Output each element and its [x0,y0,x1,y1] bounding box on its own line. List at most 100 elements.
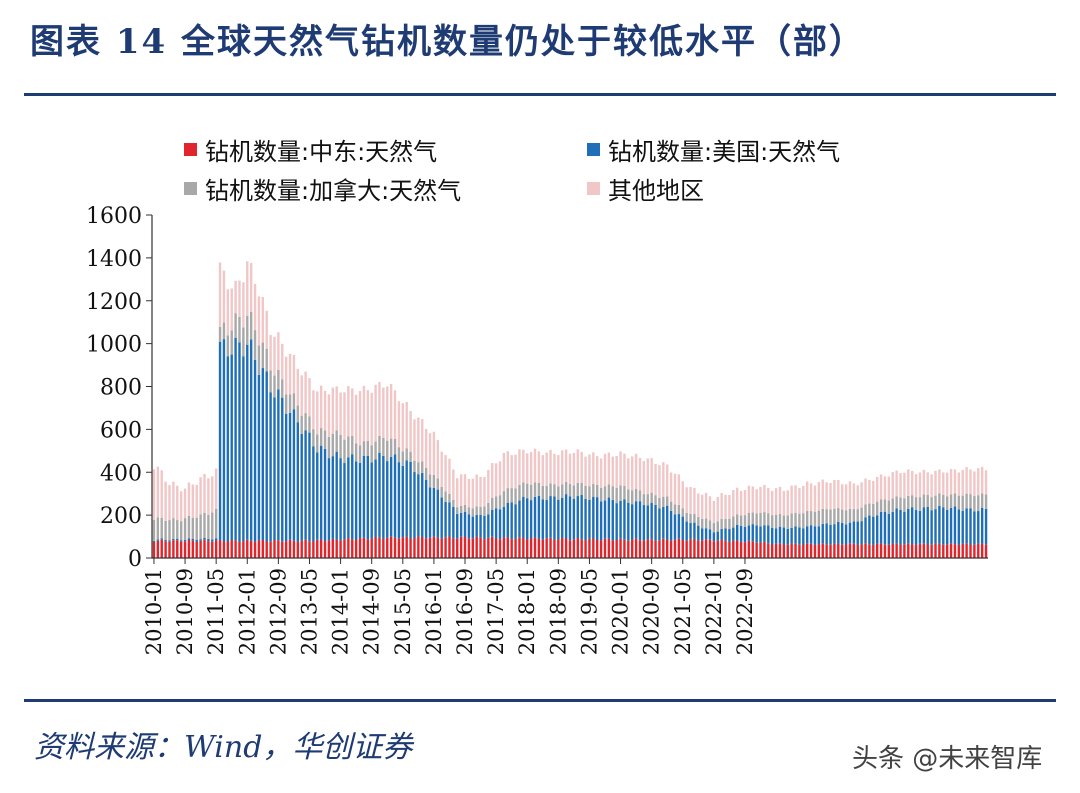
bar-middle_east [277,540,280,558]
bar-canada [755,513,758,526]
bar-usa [506,502,509,538]
bar-other [467,478,471,508]
bar-usa [424,479,428,539]
bar-canada [203,512,206,538]
bar-canada [471,508,474,517]
bar-middle_east [895,543,898,558]
bar-middle_east [965,543,968,558]
bar-canada [242,327,245,357]
bar-canada [238,316,241,343]
bar-canada [918,497,922,511]
bar-middle_east [152,541,156,558]
bar-usa [343,463,346,540]
x-tick-label: 2021-05 [671,568,695,655]
bar-usa [557,499,560,540]
bar-usa [529,500,533,539]
bar-other [957,472,961,496]
bar-canada [343,439,346,464]
legend-swatch-middle-east [184,143,197,156]
bar-middle_east [576,538,579,558]
bar-middle_east [922,543,926,558]
bar-canada [222,322,226,340]
bar-canada [763,512,766,526]
bar-other [817,482,821,511]
bar-usa [833,524,836,544]
bar-canada [207,514,210,539]
bar-middle_east [168,541,171,558]
bar-usa [487,514,490,538]
bar-middle_east [246,539,249,558]
bar-other [428,433,432,475]
bar-usa [735,524,739,541]
bar-middle_east [856,544,859,558]
bar-other [875,476,879,502]
bar-middle_east [417,536,420,558]
bar-usa [918,510,922,544]
bar-usa [689,522,692,540]
bar-usa [837,521,840,544]
legend-label-canada: 钻机数量:加拿大:天然气 [205,177,462,205]
bar-canada [957,495,961,510]
bar-canada [774,514,778,529]
bar-canada [152,519,156,541]
bar-usa [914,509,918,545]
bar-usa [269,392,272,542]
bar-canada [662,496,665,507]
bar-other [354,394,358,444]
bar-usa [712,532,716,542]
bar-usa [774,528,778,544]
bar-usa [448,502,451,537]
bar-canada [281,379,284,398]
bar-middle_east [813,544,817,558]
bar-canada [339,434,342,459]
bar-other [498,461,502,496]
legend-label-usa: 钻机数量:美国:天然气 [608,138,841,166]
bar-usa [459,512,463,537]
bar-usa [323,448,327,542]
bar-usa [580,494,583,540]
bar-other [673,473,677,505]
bar-usa [214,538,218,541]
bar-other [319,385,323,429]
bar-canada [253,330,257,360]
bar-middle_east [735,540,739,558]
bar-other [393,390,397,440]
bar-canada [802,513,805,529]
bar-middle_east [934,543,937,558]
bar-usa [666,505,669,540]
bar-canada [809,511,813,526]
bar-middle_east [378,537,381,558]
bar-other [895,470,898,497]
bar-canada [926,494,929,507]
bar-other [965,467,968,494]
bar-usa [949,507,953,544]
bar-other [374,384,377,442]
bar-other [840,484,844,510]
bar-usa [436,489,439,538]
bar-middle_east [179,541,183,558]
bar-usa [288,412,292,540]
bar-other [693,487,696,515]
bar-canada [409,451,412,462]
bar-usa [607,497,611,539]
bar-middle_east [386,537,389,558]
bar-canada [463,504,467,512]
bar-usa [432,487,436,537]
bar-other [662,462,665,497]
bar-middle_east [172,540,175,558]
y-tick-label: 1000 [86,333,142,358]
bar-canada [370,445,373,463]
bar-usa [304,430,307,540]
bar-canada [934,495,937,510]
bar-canada [883,499,887,512]
bar-middle_east [588,538,591,558]
bar-usa [681,516,684,540]
bar-canada [895,496,898,509]
bar-other [813,485,817,512]
bar-middle_east [545,538,548,558]
bar-other [914,474,918,498]
bar-usa [203,537,206,540]
bar-usa [444,501,447,538]
bar-usa [265,371,268,542]
bar-other [802,485,805,514]
